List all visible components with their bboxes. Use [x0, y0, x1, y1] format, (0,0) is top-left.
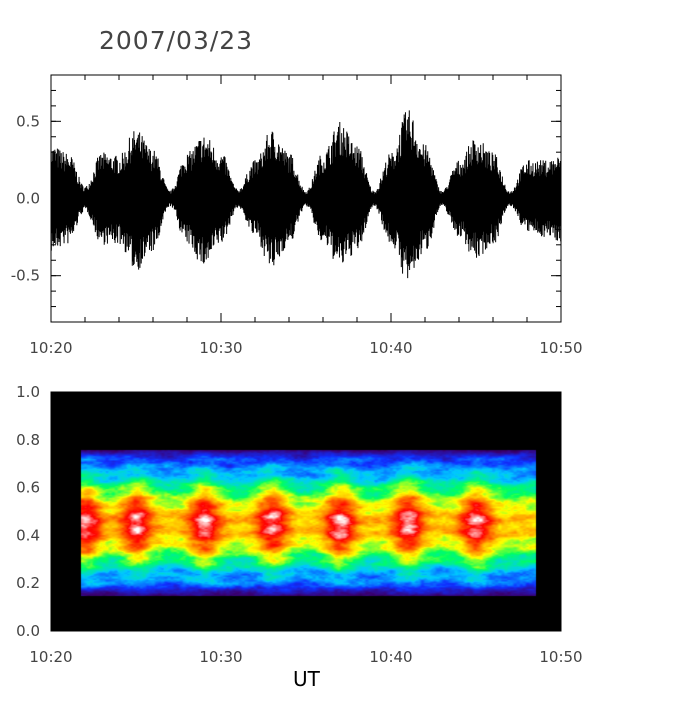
waveform-panel: 10:20 10:30 10:40 10:50 -0.5 0.0 0.5 — [11, 74, 583, 357]
y-tick-label: 0.0 — [16, 622, 40, 640]
waveform-axis-ticks — [50, 74, 562, 323]
spectrogram-axis-ticks — [50, 391, 562, 632]
x-tick-label: 10:20 — [29, 339, 72, 357]
x-tick-label: 10:50 — [539, 339, 582, 357]
waveform-axis-labels: 10:20 10:30 10:40 10:50 -0.5 0.0 0.5 — [11, 112, 583, 357]
spectrogram-panel: 10:20 10:30 10:40 10:50 0.0 0.2 0.4 0.6 0.8 1.0 — [16, 383, 582, 666]
x-tick-label: 10:40 — [369, 648, 412, 666]
waveform-series-line — [50, 110, 562, 279]
x-tick-label: 10:30 — [199, 339, 242, 357]
spectrogram-axis-labels: 10:20 10:30 10:40 10:50 0.0 0.2 0.4 0.6 0.8 1.0 — [16, 383, 582, 666]
chart-title: 2007/03/23 — [99, 26, 253, 55]
y-tick-label: 0.8 — [16, 431, 40, 449]
y-tick-label: -0.5 — [11, 267, 40, 285]
x-axis-label: UT — [293, 667, 321, 691]
y-tick-label: 0.6 — [16, 479, 40, 497]
spectrogram-image — [51, 392, 561, 631]
y-tick-label: 0.0 — [16, 190, 40, 208]
y-tick-label: 1.0 — [16, 383, 40, 401]
x-tick-label: 10:50 — [539, 648, 582, 666]
x-tick-label: 10:40 — [369, 339, 412, 357]
x-tick-label: 10:30 — [199, 648, 242, 666]
x-tick-label: 10:20 — [29, 648, 72, 666]
y-tick-label: 0.5 — [16, 112, 40, 130]
y-tick-label: 0.2 — [16, 574, 40, 592]
y-tick-label: 0.4 — [16, 526, 40, 544]
